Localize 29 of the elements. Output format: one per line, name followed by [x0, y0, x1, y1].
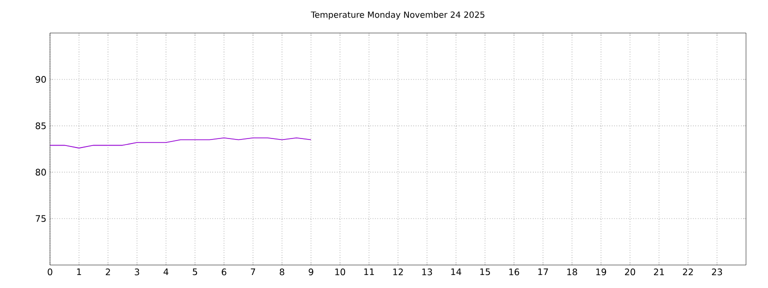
- x-tick-label: 8: [280, 268, 284, 276]
- y-tick-label: 75: [36, 215, 46, 222]
- x-tick-label: 0: [48, 268, 52, 276]
- x-tick-label: 14: [451, 268, 462, 276]
- y-tick-label: 85: [36, 122, 46, 130]
- x-tick-label: 4: [164, 268, 168, 276]
- x-tick-label: 18: [567, 268, 578, 276]
- x-tick-label: 13: [422, 268, 432, 276]
- x-tick-label: 17: [538, 268, 548, 276]
- x-tick-label: 15: [480, 268, 490, 276]
- x-tick-label: 2: [106, 268, 110, 276]
- x-tick-label: 6: [222, 268, 226, 276]
- x-tick-label: 3: [134, 268, 140, 276]
- x-tick-label: 10: [335, 268, 346, 276]
- x-tick-label: 5: [192, 268, 198, 276]
- x-tick-label: 22: [682, 268, 693, 276]
- x-tick-label: 1: [77, 268, 82, 276]
- x-tick-label: 19: [596, 268, 606, 276]
- x-tick-label: 7: [250, 268, 256, 276]
- x-tick-label: 21: [654, 268, 664, 276]
- chart-title: Temperature Monday November 24 2025: [310, 11, 484, 20]
- x-tick-label: 16: [509, 268, 520, 276]
- x-tick-label: 12: [393, 268, 403, 276]
- x-tick-label: 9: [308, 268, 314, 276]
- x-tick-label: 20: [624, 268, 636, 276]
- y-tick-label: 80: [36, 168, 46, 176]
- x-tick-label: 11: [364, 268, 374, 276]
- x-tick-label: 23: [712, 268, 722, 276]
- y-tick-label: 90: [36, 76, 46, 83]
